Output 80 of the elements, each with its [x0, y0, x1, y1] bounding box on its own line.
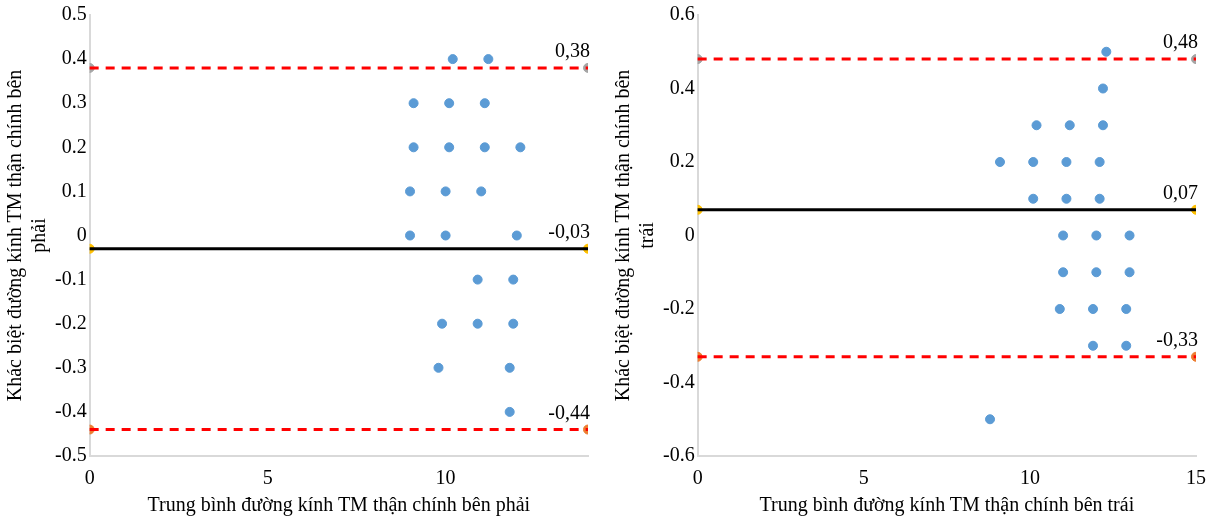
point: [1028, 157, 1039, 167]
point: [508, 318, 519, 329]
point: [1088, 340, 1099, 351]
point: [472, 318, 483, 329]
y-tick-label: 0.2: [669, 149, 695, 172]
point: [472, 274, 483, 285]
point: [1031, 120, 1042, 131]
point: [1061, 193, 1072, 204]
y-tick-label: 0.6: [669, 2, 695, 25]
point: [504, 406, 515, 417]
y-tick-label: 0.5: [61, 2, 87, 25]
point: [1097, 120, 1108, 131]
y-tick-label: -0.4: [662, 369, 695, 392]
x-tick-label: 10: [435, 466, 456, 489]
point: [511, 230, 522, 241]
point: [1124, 230, 1135, 241]
y-tick-label: 0.2: [61, 134, 87, 157]
y-tick-label: 0.3: [61, 90, 87, 113]
y-tick-label: -0.4: [54, 399, 87, 422]
y-tick-label: -0.5: [54, 443, 87, 466]
y-axis-title: Khác biệt đường kính TM thận chính bên phải: [3, 69, 51, 402]
x-axis-title: Trung bình đường kính TM thận chính bên phải: [147, 493, 531, 517]
y-axis-title: Khác biệt đường kính TM thận chính bên trái: [611, 69, 658, 402]
point: [483, 54, 494, 65]
point: [985, 414, 996, 425]
y-tick-label: -0.2: [54, 310, 87, 333]
x-tick-label: 10: [1019, 466, 1040, 489]
point: [405, 230, 416, 241]
ref-line-label: 0,07: [1163, 181, 1198, 204]
point: [1091, 230, 1102, 241]
y-tick-label: -0.6: [662, 443, 695, 466]
point: [476, 186, 487, 197]
point: [1054, 304, 1065, 314]
point: [1064, 120, 1075, 131]
point: [437, 318, 448, 329]
y-tick-label: 0.1: [61, 178, 87, 201]
point: [1058, 267, 1069, 278]
ref-line-label: -0,33: [1156, 328, 1198, 351]
point: [1121, 304, 1132, 314]
point: [447, 54, 458, 65]
y-tick-label: 0: [76, 222, 87, 245]
point: [479, 98, 490, 109]
point: [1097, 83, 1108, 94]
point: [479, 142, 490, 153]
point: [405, 186, 416, 197]
point: [994, 157, 1005, 167]
x-tick-label: 5: [262, 466, 273, 489]
point: [1101, 46, 1112, 57]
point: [1058, 230, 1069, 241]
point: [508, 274, 519, 285]
ref-line-label: 0,38: [555, 39, 590, 62]
point: [1091, 267, 1102, 278]
point: [433, 362, 444, 373]
x-tick-label: 5: [858, 466, 869, 489]
y-tick-label: 0: [684, 222, 695, 245]
point: [1094, 157, 1105, 167]
x-tick-label: 15: [1186, 466, 1206, 489]
y-tick-label: -0.1: [54, 266, 87, 289]
ref-line-label: -0,44: [548, 400, 590, 423]
point: [1028, 193, 1039, 204]
point: [504, 362, 515, 373]
point: [1061, 157, 1072, 167]
x-axis-title: Trung bình đường kính TM thận chính bên trái: [759, 493, 1135, 517]
point: [1124, 267, 1135, 278]
point: [440, 186, 451, 197]
y-tick-label: -0.2: [662, 296, 695, 319]
point: [1094, 193, 1105, 204]
y-tick-label: -0.3: [54, 355, 87, 378]
ref-line-label: -0,03: [548, 219, 590, 242]
point: [1121, 340, 1132, 351]
point: [444, 142, 455, 153]
y-tick-label: 0.4: [669, 75, 695, 98]
point: [408, 98, 419, 109]
point: [1088, 304, 1099, 314]
point: [444, 98, 455, 109]
point: [515, 142, 526, 153]
ref-line-label: 0,48: [1163, 30, 1198, 53]
point: [440, 230, 451, 241]
y-tick-label: 0.4: [61, 46, 87, 69]
point: [408, 142, 419, 153]
